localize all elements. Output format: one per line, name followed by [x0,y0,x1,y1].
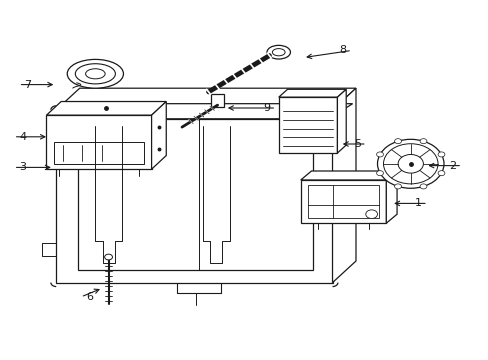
Polygon shape [210,94,224,107]
Polygon shape [46,115,151,169]
Text: 6: 6 [86,292,93,302]
Ellipse shape [75,64,115,84]
Text: 3: 3 [20,162,26,172]
Ellipse shape [272,49,285,56]
Circle shape [419,139,426,144]
Ellipse shape [85,69,105,79]
Polygon shape [337,89,346,153]
Circle shape [376,152,383,157]
Circle shape [383,144,437,184]
Circle shape [397,154,423,173]
Text: 4: 4 [20,132,27,142]
Polygon shape [300,171,396,180]
Polygon shape [56,110,332,283]
Text: 5: 5 [353,139,360,149]
Circle shape [376,171,383,176]
Polygon shape [386,171,396,223]
Polygon shape [332,88,355,283]
Polygon shape [278,97,337,153]
Text: 2: 2 [448,161,455,171]
Polygon shape [300,180,386,223]
Circle shape [419,184,426,189]
Polygon shape [278,89,346,97]
Text: 8: 8 [338,45,346,55]
Circle shape [365,210,377,219]
Circle shape [437,171,444,176]
Polygon shape [46,102,166,115]
Text: 9: 9 [263,103,270,113]
Ellipse shape [266,45,290,59]
Polygon shape [68,104,352,119]
Ellipse shape [67,59,123,88]
Circle shape [437,152,444,157]
Polygon shape [307,185,378,218]
Circle shape [394,184,401,189]
Circle shape [377,139,443,188]
Polygon shape [151,102,166,169]
Polygon shape [78,119,312,270]
Circle shape [394,139,401,144]
Polygon shape [54,142,144,164]
Text: 1: 1 [414,198,421,208]
Circle shape [104,254,112,260]
Text: 7: 7 [24,80,32,90]
Polygon shape [56,88,355,110]
